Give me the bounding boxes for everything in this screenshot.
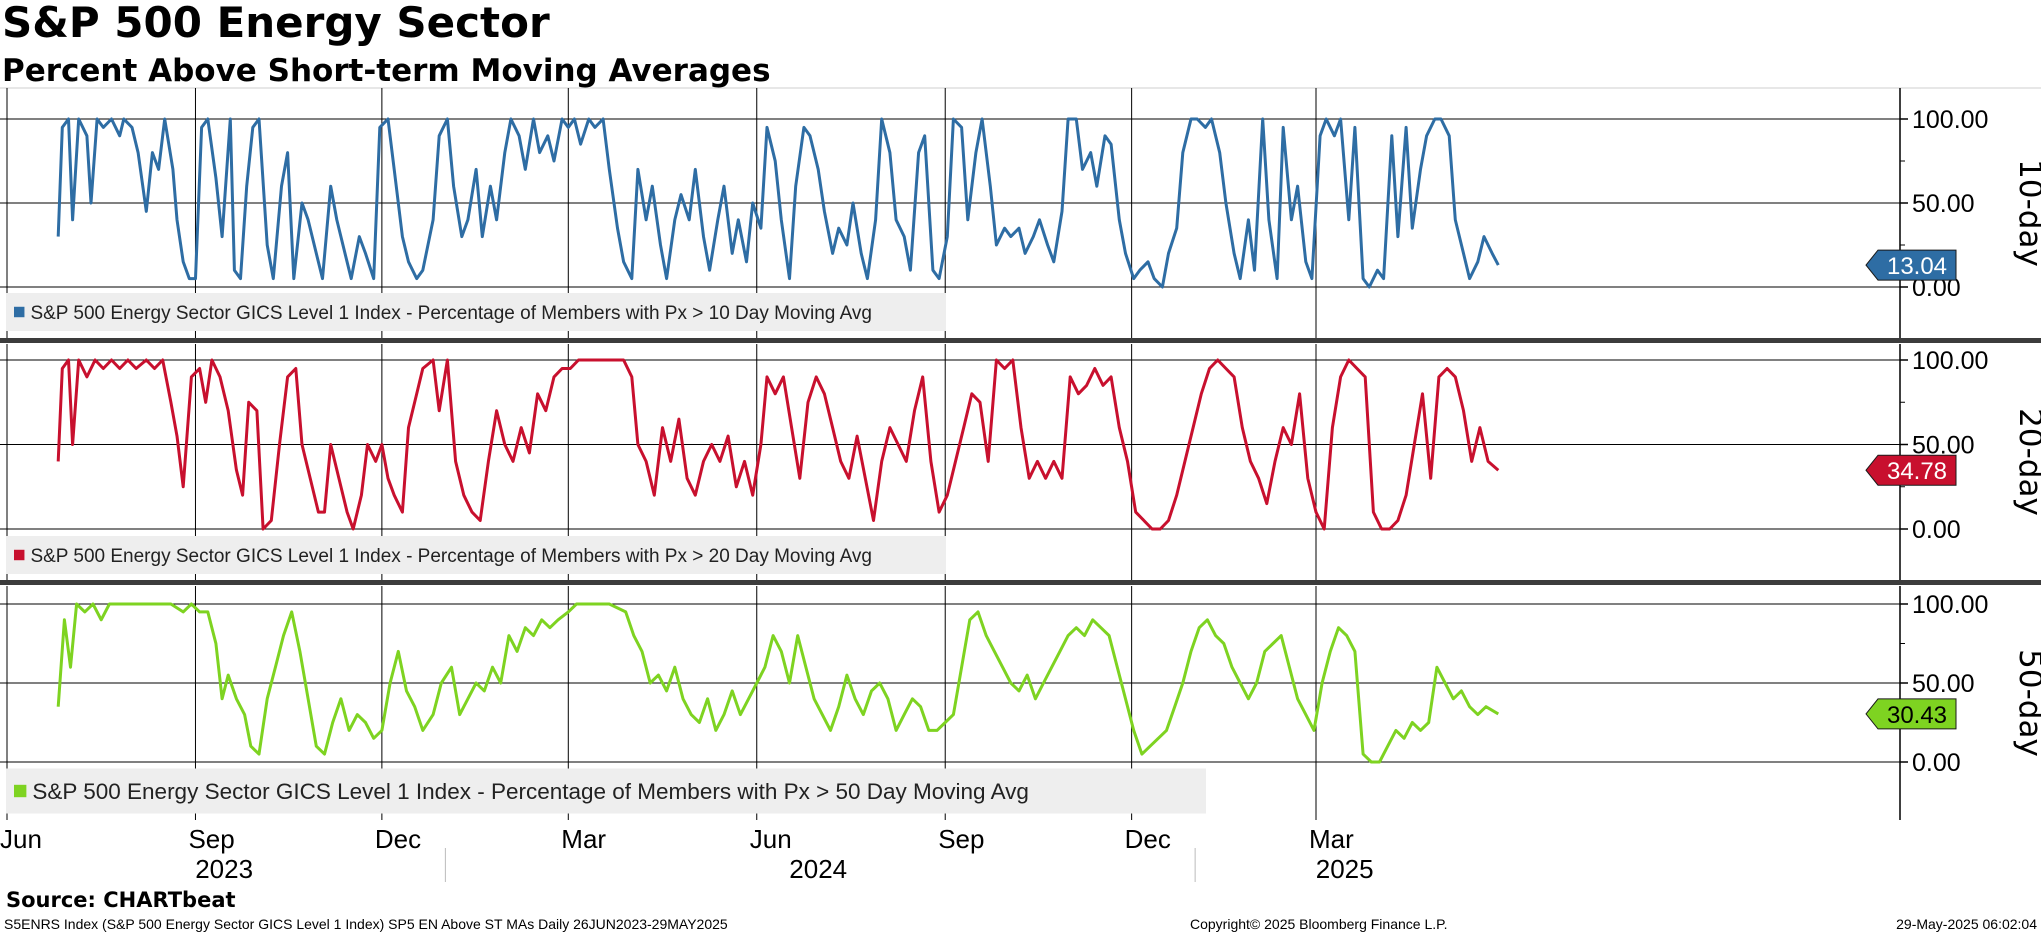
ticker-info: S5ENRS Index (S&P 500 Energy Sector GICS… (4, 916, 728, 932)
legend-box (6, 536, 946, 574)
x-tick-label: Sep (938, 824, 984, 854)
x-tick-label: Mar (1309, 824, 1354, 854)
y-tick-label: 100.00 (1912, 347, 1988, 375)
panel-50-day: 0.00 50.00 100.00 30.43 50-day S&P 500 Energy… (0, 586, 2041, 820)
copyright: Copyright© 2025 Bloomberg Finance L.P. (1190, 916, 1448, 932)
x-tick-label: Dec (375, 824, 421, 854)
x-tick-label: Dec (1125, 824, 1171, 854)
last-value-label: 30.43 (1887, 702, 1947, 729)
legend-box (6, 768, 1206, 814)
last-value-tag (1865, 698, 1957, 730)
series-line-10-day (56, 117, 1500, 289)
x-tick-label: Jun (0, 824, 42, 854)
y-tick-label: 0.00 (1912, 749, 1961, 777)
x-year-label: 2023 (195, 854, 253, 884)
panel-separator (0, 338, 2041, 343)
legend-swatch (14, 784, 27, 798)
timestamp: 29-May-2025 06:02:04 (1896, 916, 2037, 932)
series-line-50-day (56, 602, 1500, 764)
panel-separator (0, 580, 2041, 585)
y-tick-label: 0.00 (1912, 516, 1961, 544)
x-year-label: 2024 (789, 854, 847, 884)
legend-text: S&P 500 Energy Sector GICS Level 1 Index… (30, 546, 872, 567)
last-value-tag (1865, 249, 1957, 281)
last-value-label: 13.04 (1887, 253, 1947, 280)
x-tick-label: Mar (561, 824, 606, 854)
legend-text: S&P 500 Energy Sector GICS Level 1 Index… (32, 779, 1029, 804)
chart-subtitle: Percent Above Short-term Moving Averages (2, 53, 771, 89)
chart-title: S&P 500 Energy Sector (2, 0, 550, 47)
x-year-label: 2025 (1316, 854, 1374, 884)
y-tick-label: 100.00 (1912, 591, 1988, 619)
series-line-20-day (56, 358, 1500, 531)
x-tick-label: Jun (750, 824, 792, 854)
panel-side-label: 20-day (2012, 408, 2041, 516)
last-value-label: 34.78 (1887, 458, 1947, 485)
y-tick-label: 100.00 (1912, 106, 1988, 134)
panel-side-label: 50-day (2012, 649, 2041, 757)
source-label: Source: CHARTbeat (6, 888, 236, 912)
last-value-tag (1865, 454, 1957, 486)
y-tick-label: 50.00 (1912, 670, 1975, 698)
panel-side-label: 10-day (2012, 159, 2041, 267)
legend-text: S&P 500 Energy Sector GICS Level 1 Index… (30, 303, 872, 324)
legend-swatch (14, 549, 25, 561)
y-tick-label: 50.00 (1912, 190, 1975, 218)
legend-box (6, 293, 946, 331)
x-tick-label: Sep (188, 824, 234, 854)
legend-swatch (14, 306, 25, 318)
